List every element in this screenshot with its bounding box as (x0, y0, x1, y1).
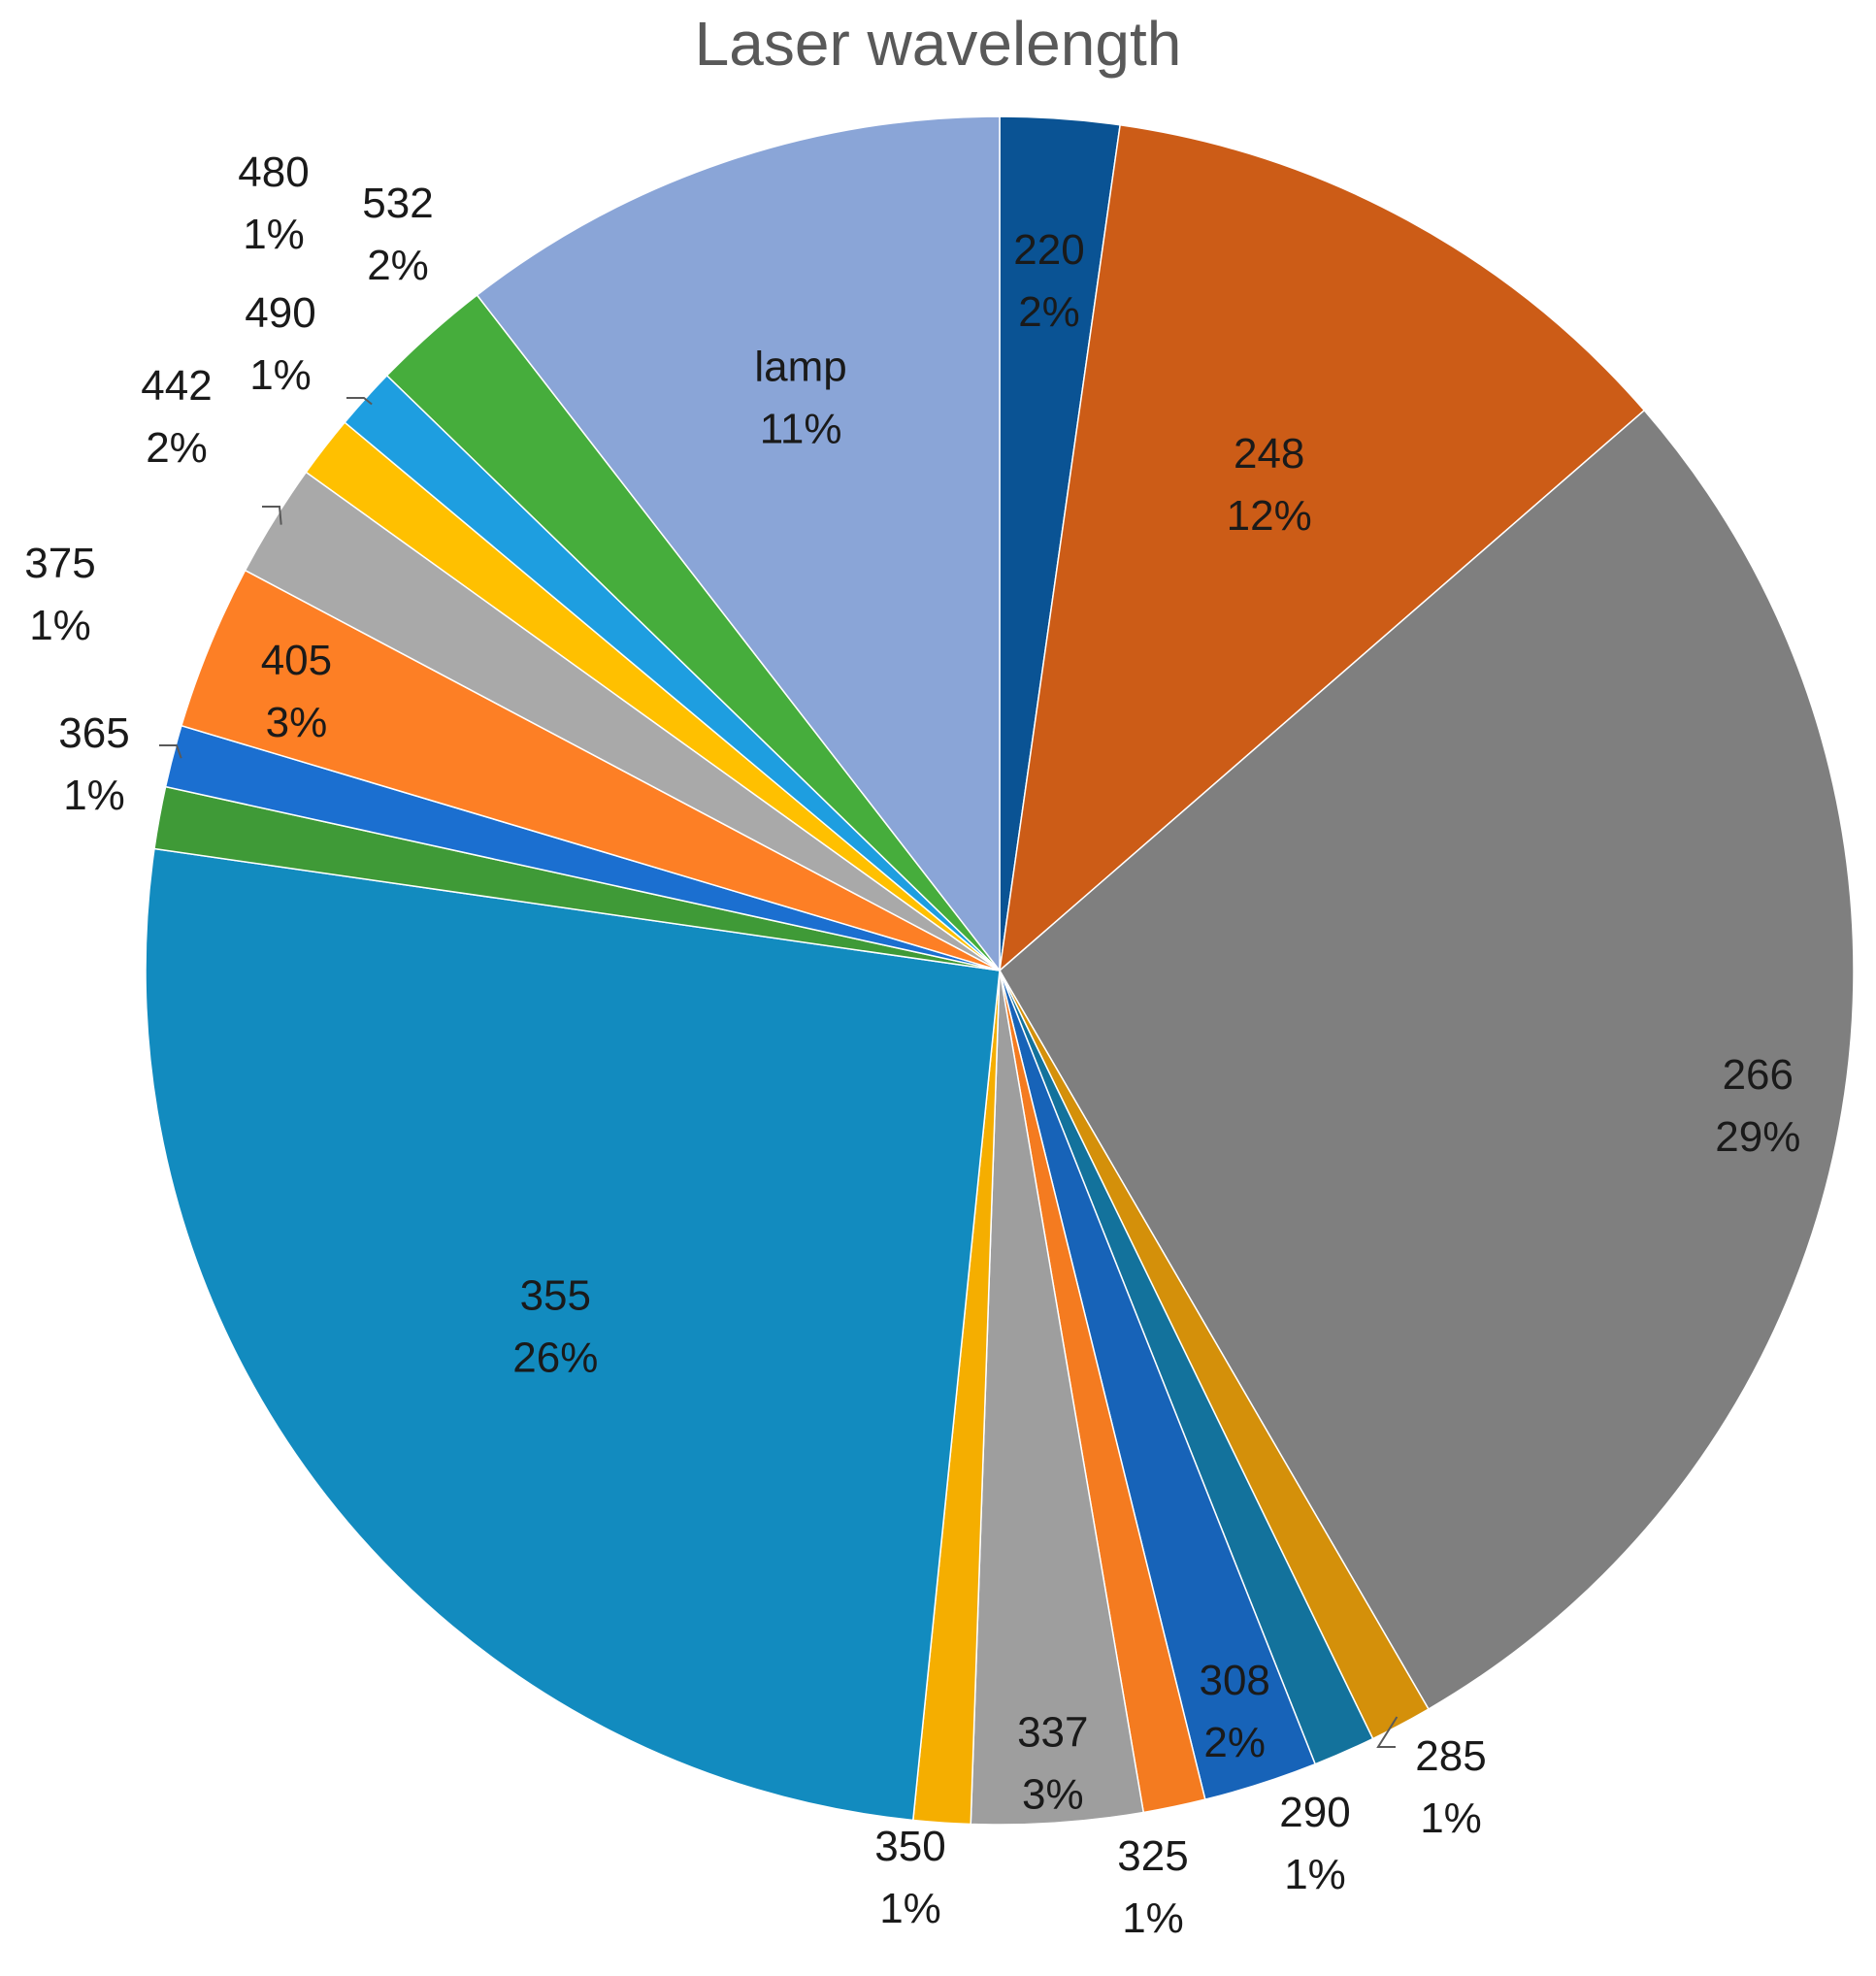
slice-percent-337: 3% (1022, 1771, 1084, 1819)
leader-line-375 (159, 744, 182, 759)
slice-label-532: 532 (362, 180, 433, 227)
pie-slice-lamp (476, 115, 1001, 973)
slice-percent-lamp: 11% (760, 405, 842, 452)
slice-percent-308: 2% (1203, 1719, 1266, 1766)
slice-label-365: 365 (58, 709, 129, 757)
slice-label-480: 480 (238, 148, 309, 196)
leader-lines (159, 397, 1399, 1748)
slice-label-285: 285 (1415, 1732, 1486, 1780)
slice-label-290: 290 (1279, 1789, 1350, 1836)
slice-label-lamp: lamp (754, 343, 846, 390)
slice-label-375: 375 (24, 540, 95, 587)
slice-labels: 220 2% 248 12% 266 29% 285 1% 290 1% 308 2% 325 1% 337… (24, 148, 1800, 1942)
leader-line-480 (346, 397, 373, 406)
slice-label-308: 308 (1199, 1657, 1269, 1704)
slice-label-490: 490 (245, 289, 315, 337)
slice-percent-375: 1% (29, 602, 91, 649)
slice-percent-266: 29% (1715, 1113, 1800, 1161)
slice-percent-350: 1% (879, 1885, 941, 1932)
slice-label-405: 405 (261, 637, 332, 684)
slice-percent-355: 26% (512, 1334, 598, 1382)
pie-slice-248 (998, 123, 1646, 972)
slice-label-442: 442 (141, 362, 212, 410)
pie-slice-355 (145, 847, 1001, 1822)
slice-percent-220: 2% (1018, 288, 1080, 336)
slice-percent-325: 1% (1122, 1894, 1184, 1942)
slice-label-355: 355 (520, 1272, 591, 1320)
leader-line-442 (262, 506, 282, 525)
slice-label-337: 337 (1017, 1709, 1088, 1757)
slice-label-220: 220 (1013, 226, 1084, 274)
slice-percent-248: 12% (1227, 492, 1312, 540)
slice-percent-442: 2% (146, 424, 208, 472)
slice-label-325: 325 (1117, 1832, 1188, 1880)
slice-label-248: 248 (1234, 430, 1304, 478)
slice-percent-480: 1% (243, 211, 305, 258)
leader-line-285 (1376, 1716, 1399, 1748)
chart-title: Laser wavelength (694, 9, 1182, 79)
slice-percent-532: 2% (367, 242, 429, 289)
slice-percent-285: 1% (1420, 1795, 1482, 1842)
pie-slices (145, 115, 1855, 1826)
slice-percent-405: 3% (266, 699, 328, 746)
slice-percent-290: 1% (1284, 1851, 1346, 1898)
slice-percent-490: 1% (249, 351, 312, 399)
slice-label-266: 266 (1723, 1051, 1794, 1099)
pie-slice-266 (999, 409, 1855, 1710)
slice-percent-365: 1% (63, 772, 125, 819)
slice-label-350: 350 (874, 1823, 945, 1870)
